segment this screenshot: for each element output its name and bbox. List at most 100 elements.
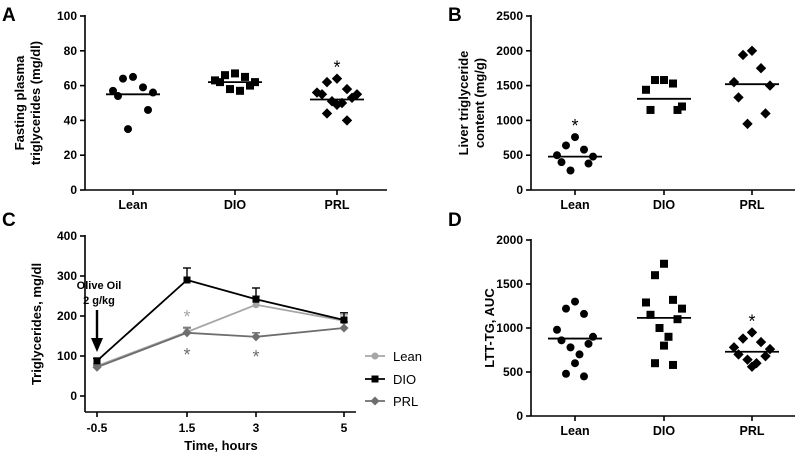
data-point: [669, 79, 677, 88]
data-point: [346, 92, 358, 103]
data-point: [251, 332, 261, 342]
data-point: [764, 80, 776, 91]
y-tick-label: 2000: [496, 233, 523, 247]
x-tick-label: Lean: [118, 198, 147, 212]
data-point: [211, 76, 219, 85]
data-point: [321, 108, 333, 119]
x-tick-label: Lean: [560, 424, 589, 438]
data-point: [755, 336, 767, 348]
data-point: [566, 166, 575, 175]
data-point: [109, 86, 117, 95]
legend-marker: [371, 352, 379, 360]
data-point: [339, 323, 349, 333]
data-point: [331, 99, 343, 110]
panel-label: D: [448, 210, 462, 231]
y-tick-label: 2000: [496, 44, 523, 58]
data-point: [553, 325, 561, 334]
y-axis-label-line-1: Fasting plasma: [12, 55, 27, 150]
data-point: [571, 359, 579, 368]
y-tick-label: 500: [503, 148, 523, 162]
y-tick-label: 0: [516, 409, 523, 423]
data-point: [571, 297, 579, 306]
y-axis-label: Fasting plasmatriglycerides (mg/dl): [12, 41, 43, 165]
legend-item-prl: PRL: [365, 394, 418, 409]
panel-a: A 0 20 40 60 80 100 Fasting plasmatriglycerides…: [2, 5, 387, 212]
data-point: [646, 310, 655, 319]
data-point: [655, 324, 664, 332]
group-dio: DIO: [208, 69, 262, 212]
data-point: [660, 76, 668, 85]
data-point: [651, 359, 659, 368]
annotation-arrow-head: [91, 338, 103, 352]
data-point: [651, 271, 659, 280]
data-point: [728, 76, 740, 88]
data-point: [678, 102, 686, 111]
data-point: [742, 354, 753, 365]
y-tick-label: 100: [57, 349, 77, 363]
data-point: [584, 339, 593, 348]
data-point: [246, 81, 254, 90]
data-point: [755, 63, 767, 74]
y-tick-label: 60: [64, 79, 78, 93]
data-point: [316, 89, 328, 100]
significance-marker: *: [183, 345, 190, 365]
panel-label: B: [448, 5, 462, 26]
panel-b: B 0 500 1000 1500 2000 2500 Liver triglyceridec…: [448, 5, 795, 212]
data-point: [571, 133, 579, 142]
data-point: [728, 342, 740, 353]
series-line: [96, 303, 345, 367]
data-point: [226, 85, 234, 94]
data-point: [340, 316, 348, 324]
data-point: [746, 361, 758, 372]
data-point: [119, 74, 127, 83]
data-point: [557, 158, 566, 167]
data-point: [562, 369, 570, 378]
data-point: [669, 360, 677, 369]
annotation-line-2: 2 g/kg: [83, 295, 115, 307]
data-point: [93, 357, 101, 365]
data-point: [221, 71, 229, 80]
y-axis-label: Triglycerides, mg/dl: [29, 263, 44, 385]
y-tick-label: 0: [70, 183, 77, 197]
data-point: [580, 145, 588, 154]
y-tick-label: 100: [57, 9, 77, 23]
data-point: [669, 295, 677, 304]
group-lean: Lean *: [548, 116, 602, 212]
data-point: [139, 83, 147, 92]
y-axis-label: Liver triglyceridecontent (mg/g): [456, 51, 487, 156]
data-point: [642, 85, 650, 94]
x-tick-label: PRL: [325, 198, 350, 212]
data-point: [341, 115, 353, 126]
data-point: [760, 108, 771, 119]
series-dio: [93, 267, 348, 365]
y-axis-label-line-1: Liver triglyceride: [456, 51, 471, 156]
data-point: [664, 332, 673, 341]
y-axis-label-line-2: triglycerides (mg/dl): [28, 41, 43, 165]
data-point: [144, 105, 152, 114]
data-point: [562, 304, 570, 313]
panel-c: C 0 100 200 300 400 -0.5 1.5 3 5 Time, hours Trigly…: [2, 210, 422, 453]
y-tick-label: 300: [57, 269, 77, 283]
data-point: [562, 141, 570, 150]
data-point: [660, 341, 668, 350]
data-point: [557, 336, 566, 345]
y-tick-label: 500: [503, 365, 523, 379]
data-point: [129, 72, 137, 81]
data-point: [124, 125, 132, 134]
legend-label: Lean: [393, 349, 422, 364]
panel-d: D 0 500 1000 1500 2000 LTT-TG, AUC Lean DIO PRL *: [448, 210, 795, 438]
data-point: [566, 343, 575, 352]
y-tick-label: 400: [57, 229, 77, 243]
panel-label: A: [2, 5, 16, 26]
data-point: [678, 304, 686, 313]
data-point: [149, 88, 157, 97]
y-axis-label-line-2: content (mg/g): [472, 58, 487, 148]
data-point: [252, 301, 260, 309]
data-point: [737, 333, 749, 344]
x-axis-label: Time, hours: [184, 438, 257, 453]
y-tick-label: 0: [516, 183, 523, 197]
x-tick-label: 3: [253, 421, 260, 435]
series-prl: [92, 321, 349, 372]
data-point: [760, 350, 771, 362]
significance-marker: *: [748, 311, 755, 331]
